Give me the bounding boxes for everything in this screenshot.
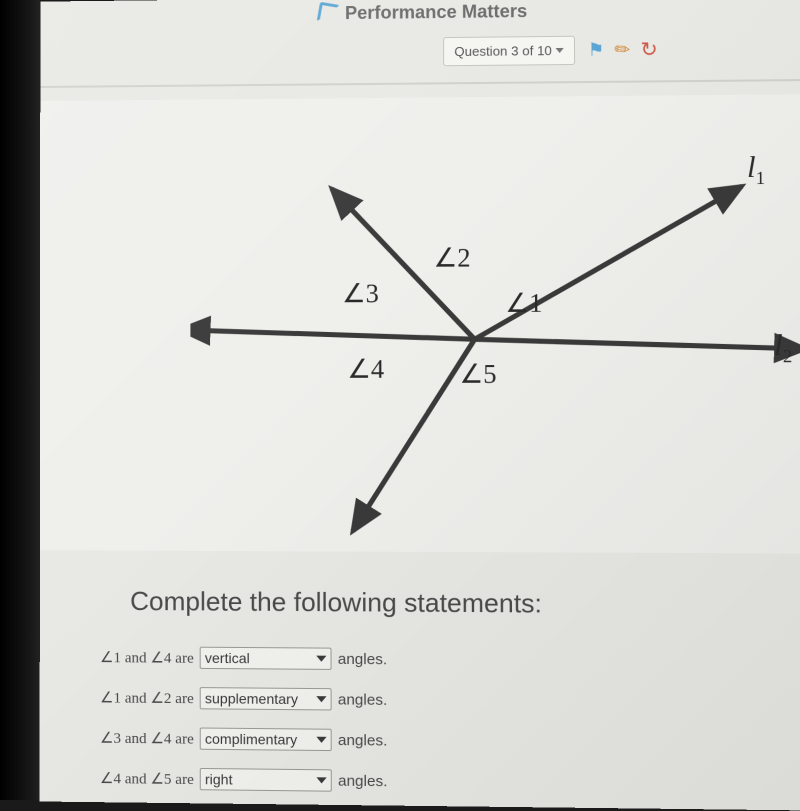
angle-5-label: ∠5	[459, 359, 496, 389]
angle-type-dropdown[interactable]: vertical	[200, 647, 332, 670]
caret-down-icon	[556, 48, 564, 53]
chevron-down-icon	[317, 777, 327, 783]
angle-diagram	[190, 125, 800, 554]
question-toolbar: Question 3 of 10 ⚑ ✎ ↻	[443, 35, 658, 66]
brand-logo-icon	[317, 2, 340, 25]
statement-lhs: ∠1 and ∠2 are	[100, 688, 194, 708]
statement-rhs: angles.	[338, 650, 387, 668]
refresh-icon[interactable]: ↻	[640, 37, 657, 62]
statement-row: ∠4 and ∠5 are right angles.	[100, 767, 388, 792]
pencil-icon[interactable]: ✎	[610, 37, 636, 63]
statement-lhs: ∠4 and ∠5 are	[100, 768, 194, 788]
angle-4-label: ∠4	[347, 355, 384, 385]
angle-type-dropdown[interactable]: right	[200, 768, 332, 792]
header-divider	[40, 79, 800, 88]
line-l1-label: l1	[747, 150, 765, 189]
statement-rhs: angles.	[338, 691, 387, 709]
tool-icons: ⚑ ✎ ↻	[588, 37, 658, 63]
statement-lhs: ∠3 and ∠4 are	[100, 728, 194, 748]
statement-rhs: angles.	[338, 772, 387, 790]
brand: Performance Matters	[319, 0, 528, 23]
screen: Performance Matters Question 3 of 10 ⚑ ✎…	[40, 0, 800, 811]
statement-row: ∠1 and ∠2 are supplementary angles.	[100, 686, 387, 711]
statement-row: ∠3 and ∠4 are complimentary angles.	[100, 727, 387, 752]
brand-title: Performance Matters	[345, 0, 527, 23]
angle-2-label: ∠2	[433, 243, 470, 273]
angle-type-dropdown[interactable]: complimentary	[200, 727, 332, 751]
angle-1-label: ∠1	[505, 289, 542, 319]
flag-icon[interactable]: ⚑	[588, 39, 605, 60]
question-selector-label: Question 3 of 10	[454, 43, 552, 59]
question-selector-button[interactable]: Question 3 of 10	[443, 36, 575, 67]
angle-3-label: ∠3	[342, 279, 379, 309]
dropdown-value: supplementary	[205, 690, 298, 707]
statement-row: ∠1 and ∠4 are vertical angles.	[100, 646, 387, 670]
statements-list: ∠1 and ∠4 are vertical angles. ∠1 and ∠2…	[100, 646, 388, 792]
device-bezel	[0, 0, 40, 800]
angle-type-dropdown[interactable]: supplementary	[200, 687, 332, 710]
chevron-down-icon	[317, 737, 327, 743]
prompt-text: Complete the following statements:	[130, 586, 542, 620]
ray-l2-left	[190, 329, 474, 340]
app-header: Performance Matters	[40, 0, 800, 31]
statement-rhs: angles.	[338, 731, 387, 749]
line-l2-label: l2	[774, 329, 792, 368]
dropdown-value: vertical	[205, 650, 250, 667]
statement-lhs: ∠1 and ∠4 are	[100, 647, 194, 667]
chevron-down-icon	[316, 696, 326, 702]
chevron-down-icon	[316, 656, 326, 662]
dropdown-value: complimentary	[205, 731, 297, 748]
diagram-area: ∠1 ∠2 ∠3 ∠4 ∠5 l1 l2	[40, 94, 800, 553]
ray-l2-right	[475, 339, 800, 350]
dropdown-value: right	[205, 771, 233, 788]
